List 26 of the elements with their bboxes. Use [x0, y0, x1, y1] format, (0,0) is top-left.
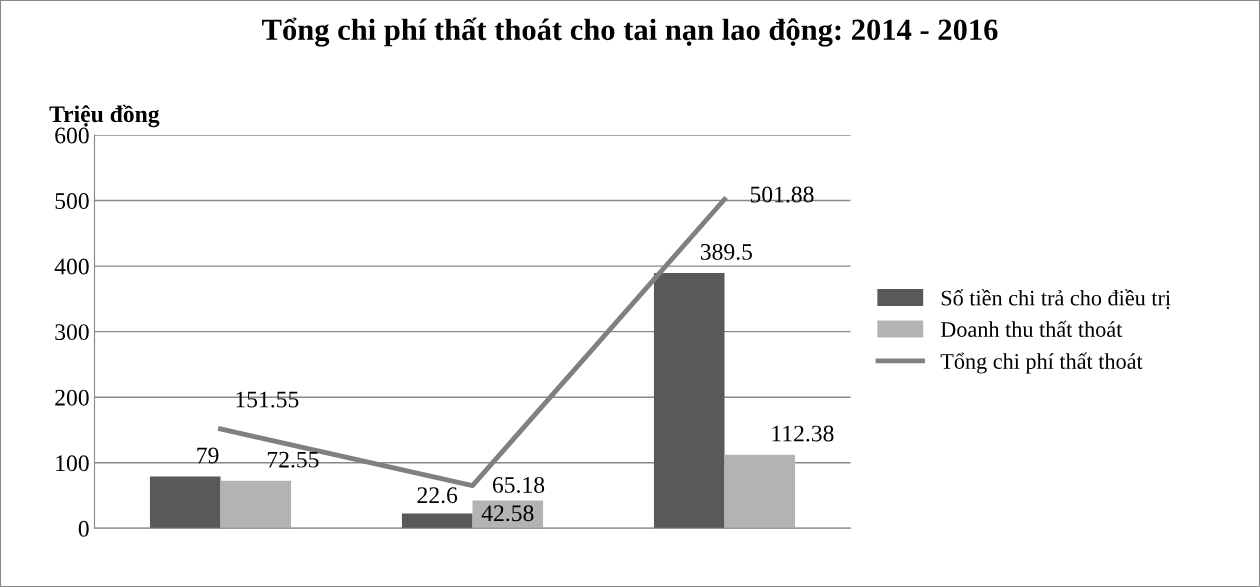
bar — [401, 513, 473, 529]
legend-label: Tổng chi phí thất thoát — [940, 352, 1143, 374]
data-label: 42.58 — [481, 505, 534, 522]
data-label: 79 — [197, 447, 219, 464]
chart-title: Tổng chi phí thất thoát cho tai nạn lao động: 2014 - 2016 — [262, 17, 998, 47]
legend-label: Doanh thu thất thoát — [940, 320, 1123, 337]
data-label: 112.38 — [772, 425, 834, 442]
y-tick-label: 500 — [55, 193, 89, 209]
y-axis-title: Triệu đồng — [49, 104, 160, 128]
data-label: 501.88 — [750, 186, 814, 203]
bar — [653, 272, 725, 529]
data-label: 22.6 — [417, 487, 458, 504]
y-tick-label: 200 — [55, 389, 89, 406]
y-tick-label: 400 — [54, 258, 89, 275]
y-tick-label: 0 — [78, 520, 89, 537]
data-label: 151.55 — [236, 391, 299, 408]
bar — [724, 454, 796, 529]
data-label: 65.18 — [492, 476, 545, 493]
y-tick-label: 300 — [55, 324, 89, 341]
y-tick-label: 100 — [56, 455, 89, 472]
y-tick-label: 600 — [55, 127, 89, 144]
bar — [149, 476, 221, 529]
data-label: 389.5 — [700, 243, 753, 260]
data-label: 72.55 — [267, 451, 319, 468]
legend-label: Số tiền chi trả cho điều trị — [941, 289, 1171, 310]
bar — [220, 480, 292, 529]
